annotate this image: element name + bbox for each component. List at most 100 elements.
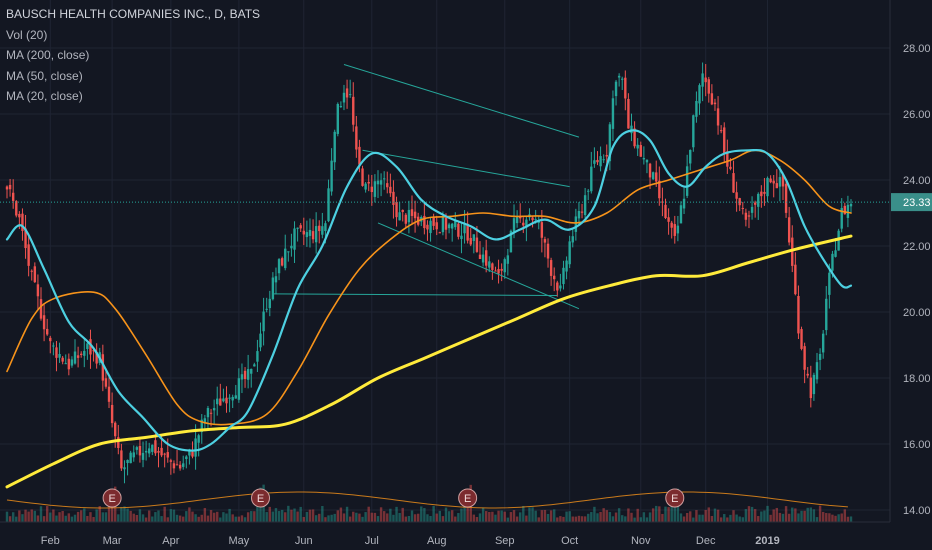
candle-body — [225, 397, 228, 404]
candle-body — [83, 350, 86, 356]
time-tick-label: Apr — [162, 535, 179, 547]
volume-bar — [268, 506, 271, 522]
candle-body — [144, 450, 148, 453]
volume-bar — [553, 509, 556, 522]
volume-bar — [296, 511, 299, 522]
volume-bar — [435, 513, 438, 522]
candle-body — [76, 355, 80, 358]
volume-bar — [426, 514, 429, 522]
volume-bar — [290, 509, 293, 522]
candle-body — [382, 178, 386, 180]
legend-ma50[interactable]: MA (50, close) — [6, 68, 83, 83]
volume-bar — [42, 516, 46, 522]
earnings-marker: E — [251, 488, 271, 508]
candle-body — [831, 253, 834, 271]
candle-body — [596, 159, 599, 163]
candle-body — [262, 311, 265, 332]
candle-body — [837, 230, 840, 251]
volume-bar — [67, 513, 71, 522]
volume-bar — [15, 516, 18, 522]
candle-body — [265, 308, 268, 310]
volume-bar — [117, 514, 120, 522]
trendlines[interactable] — [272, 64, 580, 310]
candle-body — [172, 463, 176, 469]
volume-bar — [500, 510, 503, 522]
volume-bar — [791, 507, 794, 522]
candle-body — [290, 245, 293, 249]
volume-bar — [750, 506, 754, 522]
candle-body — [716, 108, 720, 126]
volume-bar — [52, 509, 55, 522]
candle-body — [512, 218, 516, 233]
candle-body — [163, 453, 166, 455]
candles — [5, 62, 853, 484]
candle-body — [818, 353, 822, 360]
legend: BAUSCH HEALTH COMPANIES INC., D, BATS Vo… — [6, 4, 260, 107]
candle-body — [79, 353, 83, 355]
candle-body — [114, 422, 117, 437]
volume-bar — [673, 493, 676, 522]
volume-bar — [240, 515, 244, 522]
candle-body — [701, 73, 704, 87]
volume-bar — [624, 516, 627, 522]
candle-body — [519, 216, 522, 219]
volume-bar — [83, 508, 86, 522]
candle-body — [324, 223, 327, 232]
candle-body — [704, 77, 707, 83]
legend-title[interactable]: BAUSCH HEALTH COMPANIES INC., D, BATS — [6, 7, 261, 21]
legend-ma200[interactable]: MA (200, close) — [6, 48, 90, 62]
candle-body — [426, 224, 429, 230]
volume-bar — [361, 516, 364, 522]
candle-body — [222, 398, 225, 402]
volume-bar — [738, 516, 741, 522]
candle-body — [450, 223, 454, 229]
candle-body — [648, 163, 652, 178]
time-axis[interactable]: Feb Mar Apr May Jun Jul Aug Sep Oct Nov Dec 2019 — [0, 521, 932, 550]
candle-body — [525, 219, 528, 228]
legend-volume[interactable]: Vol (20) — [6, 27, 48, 42]
candle-body — [540, 222, 544, 238]
price-tick-label: 26.00 — [903, 109, 931, 121]
volume-bar — [741, 517, 744, 522]
volume-bar — [33, 510, 37, 522]
legend-ma20[interactable]: MA (20, close) — [6, 89, 83, 103]
volume-bar — [735, 514, 738, 522]
volume-bar — [664, 506, 667, 522]
candle-body — [562, 267, 565, 285]
candle-body — [707, 79, 710, 94]
volume-bar — [86, 515, 89, 522]
time-tick-label: Jul — [365, 535, 379, 547]
candle-body — [692, 115, 695, 148]
candle-body — [228, 397, 231, 399]
trendline — [377, 222, 580, 310]
volume-bar — [237, 516, 241, 522]
volume-bar — [497, 510, 500, 522]
candle-body — [219, 398, 222, 406]
candle-body — [664, 204, 667, 219]
candle-body — [710, 93, 714, 105]
volume-bar — [831, 514, 834, 522]
volume-bar — [228, 508, 231, 522]
volume-bar — [277, 511, 281, 522]
candle-body — [206, 408, 210, 418]
candle-body — [373, 181, 377, 197]
candle-body — [673, 224, 676, 236]
candle-body — [250, 368, 253, 374]
volume-bar — [89, 512, 92, 522]
candle-body — [682, 198, 686, 209]
volume-bar — [608, 512, 612, 522]
volume-bar — [333, 513, 336, 522]
candle-body — [719, 130, 723, 132]
volume-bar — [645, 517, 649, 522]
volume-bar — [818, 505, 822, 522]
volume-bar — [438, 510, 442, 522]
last-price-badge — [891, 193, 932, 212]
candle-body — [327, 188, 330, 222]
candle-body — [655, 172, 658, 182]
candle-body — [36, 284, 40, 297]
volume-bar — [256, 494, 259, 522]
